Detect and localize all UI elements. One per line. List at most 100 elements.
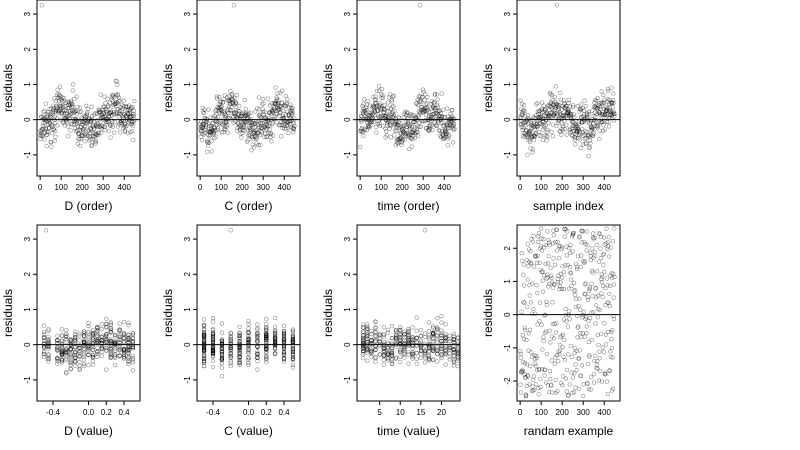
data-point xyxy=(66,133,71,139)
data-point xyxy=(242,128,247,133)
data-point xyxy=(278,109,283,115)
data-point xyxy=(237,354,242,359)
data-point xyxy=(544,138,549,143)
data-point xyxy=(560,128,565,133)
data-point xyxy=(290,337,296,342)
y-tick-label: -1 xyxy=(343,151,352,159)
data-point xyxy=(447,333,452,338)
data-point xyxy=(422,97,427,103)
data-point xyxy=(376,108,381,113)
data-point xyxy=(78,109,84,114)
data-point xyxy=(569,283,574,288)
data-point xyxy=(611,295,616,300)
x-axis-label: time (value) xyxy=(377,424,440,438)
data-point xyxy=(95,326,100,331)
data-point xyxy=(540,289,546,294)
x-tick-label: 400 xyxy=(598,408,612,417)
data-point xyxy=(391,104,396,109)
data-point xyxy=(272,340,278,345)
data-point xyxy=(95,352,100,357)
data-point xyxy=(379,86,384,92)
data-point xyxy=(210,346,216,351)
data-point xyxy=(547,240,552,245)
data-point xyxy=(73,335,78,340)
data-point xyxy=(262,109,267,115)
data-point xyxy=(281,108,286,114)
data-point xyxy=(59,327,65,332)
data-point xyxy=(557,284,563,289)
data-point xyxy=(369,350,374,355)
data-point xyxy=(451,354,456,359)
data-point xyxy=(590,294,595,299)
data-point xyxy=(373,326,378,331)
data-point xyxy=(360,103,365,109)
data-point xyxy=(73,329,78,335)
data-point xyxy=(439,354,444,359)
data-point xyxy=(373,319,378,324)
data-point xyxy=(536,231,542,236)
data-point xyxy=(99,345,104,350)
data-point xyxy=(237,324,242,330)
data-point xyxy=(560,383,565,388)
data-point xyxy=(402,137,407,143)
data-point xyxy=(537,366,542,372)
data-point xyxy=(426,329,432,334)
data-point xyxy=(560,344,565,350)
data-point xyxy=(549,106,555,112)
data-point xyxy=(533,382,539,387)
data-point xyxy=(416,133,421,139)
data-point xyxy=(125,131,130,136)
data-point xyxy=(201,351,207,357)
data-point xyxy=(406,341,411,347)
data-point xyxy=(199,138,205,143)
data-point xyxy=(281,359,287,364)
data-point xyxy=(368,110,373,116)
data-point xyxy=(404,128,409,133)
data-point xyxy=(228,353,233,359)
data-point xyxy=(215,120,220,125)
data-point xyxy=(401,115,407,120)
data-point xyxy=(564,103,569,109)
data-point xyxy=(108,320,113,325)
data-point xyxy=(116,99,121,104)
data-point xyxy=(600,283,606,289)
data-point xyxy=(117,95,122,101)
data-point xyxy=(529,237,534,242)
data-point xyxy=(112,355,118,361)
data-point xyxy=(369,328,374,334)
data-point xyxy=(440,136,446,142)
data-point xyxy=(584,315,589,320)
data-point xyxy=(393,333,399,338)
data-point xyxy=(81,329,87,334)
data-point xyxy=(402,352,407,357)
data-point xyxy=(266,130,271,136)
data-point xyxy=(410,137,415,142)
x-tick-label: 300 xyxy=(417,183,431,192)
data-point xyxy=(610,239,616,244)
data-point xyxy=(290,347,296,353)
data-point xyxy=(290,112,295,117)
data-point xyxy=(554,353,560,358)
data-point xyxy=(605,391,611,397)
data-point xyxy=(576,132,582,138)
data-point xyxy=(408,111,414,117)
data-point xyxy=(566,352,571,357)
data-point xyxy=(279,100,285,105)
data-point xyxy=(99,338,104,343)
data-point xyxy=(365,358,370,363)
data-point xyxy=(49,144,54,149)
data-point xyxy=(606,254,612,259)
data-point xyxy=(525,152,530,157)
data-point xyxy=(71,82,76,87)
data-point xyxy=(422,351,428,356)
data-point xyxy=(270,133,276,138)
data-point xyxy=(381,334,386,340)
data-point xyxy=(568,343,573,349)
data-point xyxy=(274,111,280,117)
data-point xyxy=(532,361,537,366)
data-point xyxy=(560,121,565,127)
data-point xyxy=(536,385,541,391)
data-point xyxy=(246,343,251,348)
data-point xyxy=(126,345,131,350)
